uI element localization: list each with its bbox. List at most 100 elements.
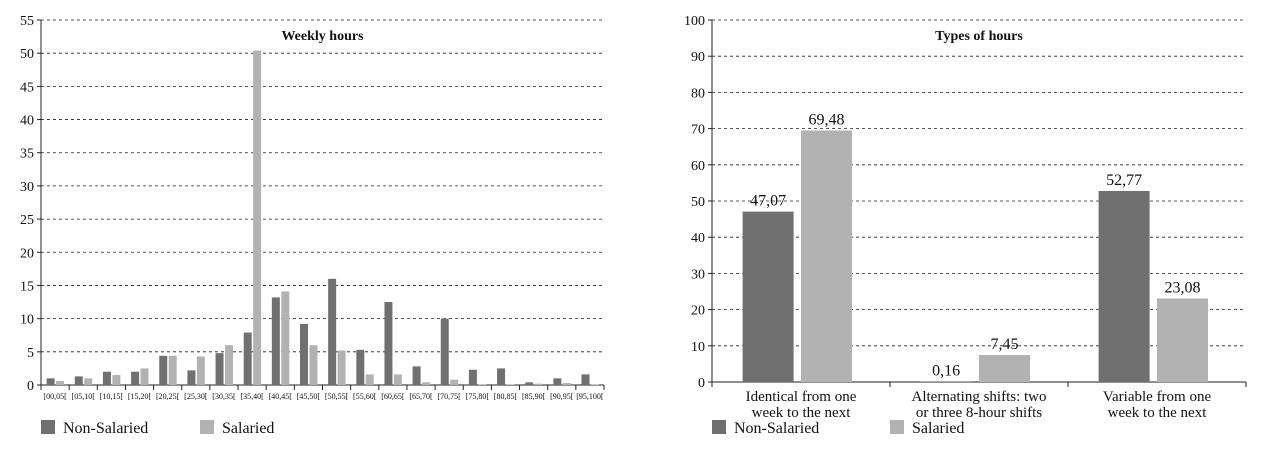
bar-salaried-11 — [365, 374, 374, 385]
bar-salaried-2 — [112, 375, 121, 385]
legend-label: Non-Salaried — [734, 420, 819, 437]
bar-non-salaried-1 — [74, 376, 83, 385]
y-tick-label: 5 — [27, 346, 34, 361]
bar-salaried-17 — [534, 383, 543, 385]
bar-salaried-4 — [168, 355, 177, 385]
bar-non-salaried-5 — [187, 370, 196, 385]
y-tick-label: 35 — [20, 147, 34, 162]
bar-non-salaried-14 — [440, 318, 449, 385]
x-category-label: week to the next — [752, 405, 852, 421]
y-tick-label: 30 — [20, 180, 34, 195]
bar-non-salaried-2 — [102, 371, 111, 385]
bar-salaried-13 — [422, 382, 431, 385]
y-tick-label: 50 — [691, 195, 705, 210]
legend-swatch — [712, 420, 726, 434]
bar-salaried-18 — [562, 383, 571, 385]
bar-salaried-0 — [801, 130, 852, 382]
bar-non-salaried-7 — [243, 332, 252, 385]
y-tick-label: 100 — [684, 14, 705, 29]
x-tick-label: [95,100[ — [576, 392, 604, 401]
x-tick-label: [35,40[ — [240, 392, 264, 401]
x-tick-label: [75,80[ — [466, 392, 490, 401]
x-tick-label: [20,25[ — [156, 392, 180, 401]
y-tick-label: 50 — [20, 47, 34, 62]
data-label: 47,07 — [750, 193, 786, 210]
legend-swatch — [200, 420, 214, 434]
bar-salaried-1 — [84, 378, 93, 385]
y-tick-label: 80 — [691, 86, 705, 101]
bar-non-salaried-18 — [553, 378, 562, 385]
bar-salaried-1 — [979, 355, 1030, 382]
x-tick-label: [40,45[ — [269, 392, 293, 401]
data-label: 52,77 — [1106, 172, 1142, 189]
y-tick-label: 45 — [20, 80, 34, 95]
bar-non-salaried-0 — [46, 378, 55, 385]
chart-title: Weekly hours — [281, 29, 364, 44]
x-tick-label: [55,60[ — [353, 392, 377, 401]
bar-non-salaried-11 — [356, 349, 365, 385]
bar-salaried-6 — [224, 345, 233, 385]
data-label: 7,45 — [991, 336, 1019, 353]
x-tick-label: [85,90[ — [522, 392, 546, 401]
bar-salaried-5 — [196, 356, 205, 385]
x-category-label: Identical from one — [746, 389, 857, 405]
y-tick-label: 15 — [20, 279, 34, 294]
bar-salaried-9 — [309, 345, 318, 385]
x-tick-label: [65,70[ — [409, 392, 433, 401]
bar-non-salaried-4 — [159, 355, 168, 385]
bar-salaried-3 — [140, 368, 149, 385]
bar-salaried-12 — [393, 374, 402, 385]
legend-label: Salaried — [912, 420, 964, 437]
y-tick-label: 40 — [20, 114, 34, 129]
x-tick-label: [70,75[ — [438, 392, 462, 401]
bar-non-salaried-10 — [328, 278, 337, 385]
bar-non-salaried-12 — [384, 302, 393, 385]
y-tick-label: 10 — [691, 340, 705, 355]
y-tick-label: 0 — [27, 379, 34, 394]
y-tick-label: 25 — [20, 213, 34, 228]
x-category-label: Alternating shifts: two — [912, 389, 1047, 405]
bar-salaried-10 — [337, 350, 346, 385]
x-tick-label: [25,30[ — [184, 392, 208, 401]
chart-title: Types of hours — [935, 29, 1023, 44]
x-tick-label: [10,15[ — [100, 392, 124, 401]
x-tick-label: [00,05[ — [43, 392, 67, 401]
bar-non-salaried-0 — [742, 211, 794, 382]
bar-salaried-8 — [281, 291, 290, 385]
y-tick-label: 0 — [698, 376, 705, 391]
chart-2: 0 10 20 30 40 50 60 70 80 90 100 Types of hours Iden… — [684, 14, 1247, 437]
data-label: 69,48 — [809, 111, 845, 128]
x-tick-label: [90,95[ — [550, 392, 574, 401]
bar-non-salaried-1 — [920, 381, 972, 382]
x-tick-label: [60,65[ — [381, 392, 405, 401]
bar-non-salaried-6 — [215, 353, 224, 385]
x-tick-label: [80,85[ — [494, 392, 518, 401]
legend-swatch — [41, 420, 55, 434]
bar-salaried-7 — [253, 50, 262, 385]
bar-salaried-19 — [590, 384, 599, 385]
x-category-label: Variable from one — [1103, 389, 1212, 405]
y-tick-label: 20 — [20, 246, 34, 261]
bar-non-salaried-3 — [131, 371, 140, 385]
bar-non-salaried-2 — [1098, 190, 1150, 382]
x-tick-label: [45,50[ — [297, 392, 321, 401]
legend-label: Non-Salaried — [63, 420, 148, 437]
bar-non-salaried-17 — [525, 382, 534, 385]
bar-non-salaried-9 — [299, 323, 308, 385]
y-tick-label: 90 — [691, 50, 705, 65]
bar-non-salaried-8 — [271, 297, 280, 385]
y-tick-label: 20 — [691, 304, 705, 319]
y-tick-label: 60 — [691, 159, 705, 174]
y-tick-label: 40 — [691, 231, 705, 246]
bar-salaried-15 — [478, 384, 487, 385]
x-tick-label: [05,10[ — [72, 392, 96, 401]
y-tick-label: 10 — [20, 313, 34, 328]
x-tick-label: [30,35[ — [212, 392, 236, 401]
data-label: 0,16 — [932, 362, 960, 379]
x-category-label: week to the next — [1108, 405, 1208, 421]
bar-non-salaried-13 — [412, 366, 421, 385]
bar-non-salaried-19 — [581, 374, 590, 385]
bar-non-salaried-16 — [497, 368, 506, 385]
data-label: 23,08 — [1165, 279, 1201, 296]
